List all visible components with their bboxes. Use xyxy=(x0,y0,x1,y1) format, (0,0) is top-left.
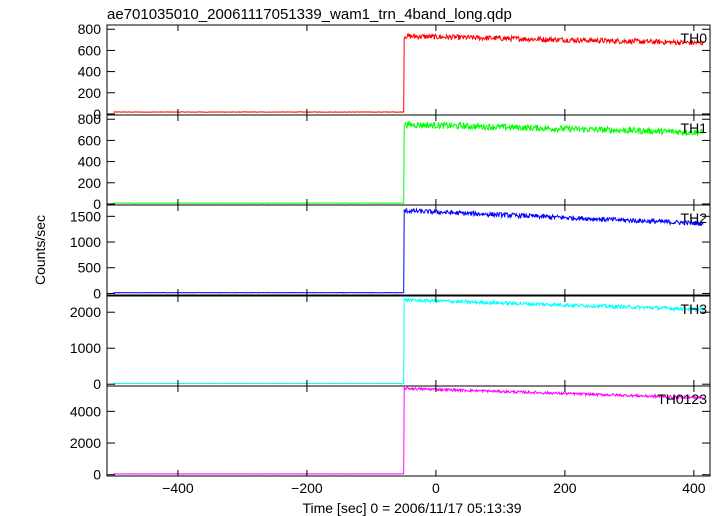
panel-frame xyxy=(106,204,711,296)
panel-frame xyxy=(106,295,711,387)
series-line-th2 xyxy=(113,207,704,294)
y-tick-label: 400 xyxy=(78,64,102,80)
panel-th1: 0 200 400 600 800 TH1 xyxy=(78,111,711,212)
y-tick-label: 0 xyxy=(93,285,101,301)
series-label: TH0123 xyxy=(657,391,707,407)
series-label: TH3 xyxy=(681,301,708,317)
y-tick-label: 2000 xyxy=(70,304,101,320)
panel-th0: 0 200 400 600 800 TH0 xyxy=(78,21,711,122)
y-tick-label: 1500 xyxy=(70,208,101,224)
y-tick-label: 1000 xyxy=(70,340,101,356)
panel-frame xyxy=(106,385,711,477)
x-axis: −400 −200 0 200 400 xyxy=(162,480,706,496)
x-tick-label: 200 xyxy=(553,480,577,496)
panel-th0123: 0 2000 4000 TH0123 xyxy=(70,385,711,483)
panel-frame xyxy=(106,24,711,116)
series-label: TH1 xyxy=(681,120,708,136)
series-line-th1 xyxy=(113,120,704,204)
y-tick-label: 0 xyxy=(93,467,101,483)
y-tick-label: 2000 xyxy=(70,435,101,451)
panel-th2: 0 500 1000 1500 TH2 xyxy=(70,204,711,301)
x-tick-label: 0 xyxy=(432,480,440,496)
y-axis-label: Counts/sec xyxy=(32,215,48,285)
x-tick-label: −400 xyxy=(162,480,194,496)
series-line-th0 xyxy=(113,32,704,113)
series-label: TH0 xyxy=(681,30,708,46)
y-tick-label: 1000 xyxy=(70,234,101,250)
y-tick-label: 200 xyxy=(78,85,102,101)
panel-th3: 0 1000 2000 TH3 xyxy=(70,295,711,392)
y-tick-label: 800 xyxy=(78,111,102,127)
y-tick-label: 0 xyxy=(93,376,101,392)
y-tick-label: 0 xyxy=(93,106,101,122)
y-tick-label: 400 xyxy=(78,154,102,170)
x-axis-label: Time [sec] 0 = 2006/11/17 05:13:39 xyxy=(302,500,521,516)
panels-group: 0 200 400 600 800 TH0 0 200 400 600 800 TH1 0 500 1000… xyxy=(70,21,711,483)
x-tick-label: 400 xyxy=(682,480,706,496)
series-line-th0123 xyxy=(113,386,704,475)
y-tick-label: 600 xyxy=(78,132,102,148)
chart-title: ae701035010_20061117051339_wam1_trn_4ban… xyxy=(107,6,512,23)
y-tick-label: 500 xyxy=(78,260,102,276)
y-tick-label: 600 xyxy=(78,42,102,58)
series-label: TH2 xyxy=(681,210,708,226)
panel-frame xyxy=(106,114,711,206)
x-tick-label: −200 xyxy=(291,480,323,496)
y-tick-label: 4000 xyxy=(70,403,101,419)
series-line-th3 xyxy=(113,296,704,385)
y-tick-label: 200 xyxy=(78,175,102,191)
y-tick-label: 800 xyxy=(78,21,102,37)
y-tick-label: 0 xyxy=(93,196,101,212)
